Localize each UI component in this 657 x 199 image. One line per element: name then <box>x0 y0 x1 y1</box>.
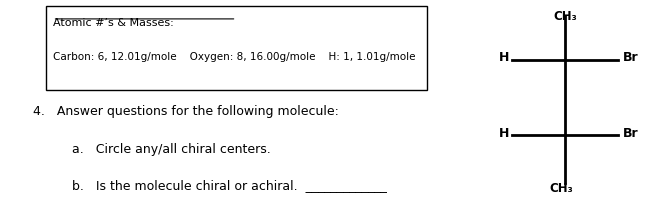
Text: 4.   Answer questions for the following molecule:: 4. Answer questions for the following mo… <box>33 105 339 118</box>
Text: Br: Br <box>623 51 639 64</box>
Text: Atomic #’s & Masses:: Atomic #’s & Masses: <box>53 18 173 28</box>
Text: b.   Is the molecule chiral or achiral.  _____________: b. Is the molecule chiral or achiral. __… <box>72 179 387 192</box>
Text: CH₃: CH₃ <box>553 10 577 23</box>
Text: H: H <box>499 51 509 64</box>
Text: CH₃: CH₃ <box>550 182 574 195</box>
Text: Carbon: 6, 12.01g/mole    Oxygen: 8, 16.00g/mole    H: 1, 1.01g/mole: Carbon: 6, 12.01g/mole Oxygen: 8, 16.00g… <box>53 52 415 62</box>
Text: H: H <box>499 127 509 140</box>
Text: a.   Circle any/all chiral centers.: a. Circle any/all chiral centers. <box>72 143 271 156</box>
Text: Br: Br <box>623 127 639 140</box>
FancyBboxPatch shape <box>46 6 427 90</box>
